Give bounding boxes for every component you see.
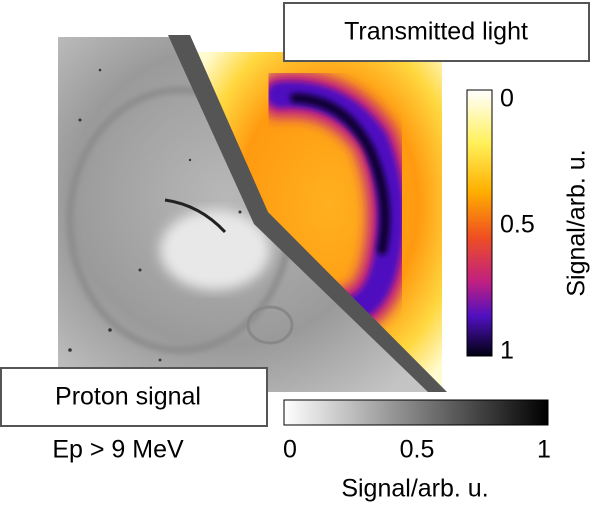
color-bar-label: Signal/arb. u. bbox=[563, 149, 591, 296]
divider bbox=[168, 35, 447, 392]
gray-bar-label: Signal/arb. u. bbox=[341, 475, 488, 503]
energy-label: Ep > 9 MeV bbox=[52, 436, 184, 464]
gray-tick-label: 0.5 bbox=[400, 436, 435, 464]
ticks: 0 0.5 1 0 0.5 1 bbox=[283, 85, 551, 464]
gray-tick-label: 0 bbox=[283, 436, 297, 464]
color-tick-label: 0 bbox=[500, 85, 514, 113]
label-box bbox=[283, 2, 590, 62]
streak bbox=[164, 198, 227, 234]
color-tick-label: 1 bbox=[500, 337, 514, 365]
ring bbox=[246, 305, 294, 345]
color-tick-label: 0.5 bbox=[500, 211, 535, 239]
label-box bbox=[0, 367, 268, 427]
top-label: Transmitted light bbox=[344, 18, 528, 46]
gray-bar bbox=[283, 399, 549, 426]
speckles bbox=[68, 68, 242, 362]
bright-spot bbox=[160, 210, 270, 290]
bottom-label: Proton signal bbox=[55, 383, 201, 411]
gray-tick-label: 1 bbox=[537, 436, 551, 464]
color-bar bbox=[466, 89, 493, 357]
